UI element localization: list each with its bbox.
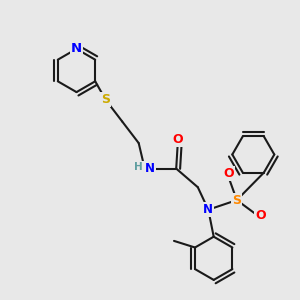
Text: O: O bbox=[172, 133, 183, 146]
Text: S: S bbox=[232, 194, 241, 207]
Text: S: S bbox=[101, 93, 110, 106]
Text: N: N bbox=[203, 203, 213, 216]
Text: O: O bbox=[223, 167, 234, 180]
Text: N: N bbox=[71, 42, 82, 56]
Text: H: H bbox=[134, 162, 143, 172]
Text: O: O bbox=[256, 209, 266, 223]
Text: N: N bbox=[145, 162, 155, 175]
